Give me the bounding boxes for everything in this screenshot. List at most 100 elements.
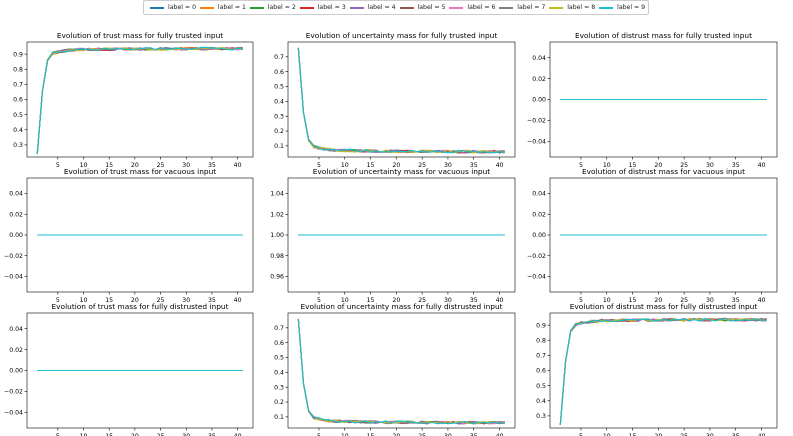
x-tick-label: 10 xyxy=(341,297,349,304)
y-tick-label: 0.1 xyxy=(274,414,284,421)
x-tick-label: 20 xyxy=(654,297,662,304)
x-tick-label: 15 xyxy=(105,433,113,436)
x-tick-label: 15 xyxy=(367,162,375,169)
x-tick-label: 35 xyxy=(470,162,478,169)
y-tick-label: 0.5 xyxy=(13,112,23,119)
series-line-2 xyxy=(297,318,505,425)
legend-swatch xyxy=(299,7,314,9)
y-tick-label: 0.6 xyxy=(274,340,284,347)
x-tick-label: 30 xyxy=(182,162,190,169)
legend-swatch xyxy=(449,7,464,9)
subplot-title: Evolution of trust mass for fully distru… xyxy=(52,302,229,311)
series-line-1 xyxy=(559,318,767,426)
series-line-3 xyxy=(559,317,767,426)
x-tick-label: 25 xyxy=(680,433,688,436)
series-line-8 xyxy=(36,46,243,155)
series-line-6 xyxy=(36,46,243,155)
y-tick-label: 0.5 xyxy=(274,84,284,91)
x-tick-label: 30 xyxy=(444,162,452,169)
subplot-title: Evolution of distrust mass for vacuous i… xyxy=(582,167,745,176)
x-tick-label: 5 xyxy=(579,162,583,169)
x-tick-label: 5 xyxy=(579,433,583,436)
x-tick-label: 20 xyxy=(131,433,139,436)
x-tick-label: 35 xyxy=(208,162,216,169)
series-line-7 xyxy=(36,46,243,155)
x-tick-label: 15 xyxy=(367,433,375,436)
subplot-7: Evolution of uncertainty mass for fully … xyxy=(274,302,516,436)
x-tick-label: 35 xyxy=(732,162,740,169)
y-tick-label: 0.04 xyxy=(532,191,546,198)
x-tick-label: 40 xyxy=(496,297,504,304)
x-tick-label: 15 xyxy=(629,433,637,436)
x-tick-label: 20 xyxy=(392,297,400,304)
y-tick-label: 0.8 xyxy=(13,66,23,73)
x-tick-label: 20 xyxy=(392,433,400,436)
x-tick-label: 25 xyxy=(157,297,165,304)
y-tick-label: 0.7 xyxy=(13,82,23,89)
x-tick-label: 20 xyxy=(131,297,139,304)
y-tick-label: 0.3 xyxy=(13,142,23,149)
x-tick-label: 30 xyxy=(444,297,452,304)
y-tick-label: −0.02 xyxy=(4,253,23,260)
y-tick-label: 0.9 xyxy=(536,322,546,329)
y-tick-label: 0.3 xyxy=(274,384,284,391)
subplot-4: Evolution of uncertainty mass for vacuou… xyxy=(270,167,516,304)
subplot-2: Evolution of distrust mass for fully tru… xyxy=(527,31,778,169)
x-tick-label: 30 xyxy=(706,433,714,436)
subplot-title: Evolution of uncertainty mass for fully … xyxy=(300,302,502,311)
y-tick-label: 0.04 xyxy=(532,55,546,62)
x-tick-label: 15 xyxy=(629,162,637,169)
x-tick-label: 20 xyxy=(131,162,139,169)
x-tick-label: 15 xyxy=(105,162,113,169)
x-tick-label: 30 xyxy=(182,433,190,436)
x-tick-label: 40 xyxy=(496,162,504,169)
x-tick-label: 5 xyxy=(317,297,321,304)
series-line-2 xyxy=(297,47,505,154)
series-line-5 xyxy=(559,317,767,426)
y-tick-label: 0.4 xyxy=(13,127,23,134)
chart-legend: label = 0 label = 1 label = 2 label = 3 labe… xyxy=(143,0,649,15)
y-tick-label: 0.5 xyxy=(274,355,284,362)
legend-swatch xyxy=(199,7,214,9)
x-tick-label: 30 xyxy=(706,297,714,304)
x-tick-label: 35 xyxy=(208,433,216,436)
x-tick-label: 10 xyxy=(603,162,611,169)
x-tick-label: 5 xyxy=(56,433,60,436)
legend-label: label = 1 xyxy=(217,4,246,11)
y-tick-label: 0.2 xyxy=(274,399,284,406)
y-tick-label: 0.7 xyxy=(274,325,284,332)
x-tick-label: 25 xyxy=(418,433,426,436)
x-tick-label: 40 xyxy=(758,433,766,436)
x-tick-label: 25 xyxy=(418,162,426,169)
y-tick-label: 0.98 xyxy=(270,253,284,260)
series-line-3 xyxy=(36,46,243,155)
legend-label: label = 6 xyxy=(467,4,496,11)
x-tick-label: 30 xyxy=(444,433,452,436)
legend-swatch xyxy=(549,7,564,9)
y-tick-label: 0.6 xyxy=(274,69,284,76)
x-tick-label: 5 xyxy=(317,162,321,169)
y-tick-label: 0.00 xyxy=(532,232,546,239)
legend-label: label = 8 xyxy=(567,4,596,11)
x-tick-label: 35 xyxy=(732,433,740,436)
series-line-9 xyxy=(297,47,505,154)
y-tick-label: 0.02 xyxy=(532,76,546,83)
legend-swatch xyxy=(249,7,264,9)
legend-swatch xyxy=(599,7,614,9)
x-tick-label: 40 xyxy=(234,297,242,304)
x-tick-label: 5 xyxy=(56,297,60,304)
x-tick-label: 10 xyxy=(603,297,611,304)
x-tick-label: 15 xyxy=(629,297,637,304)
axes-frame xyxy=(26,41,254,158)
x-tick-label: 20 xyxy=(654,433,662,436)
subplot-5: Evolution of distrust mass for vacuous i… xyxy=(527,167,778,304)
series-line-0 xyxy=(36,46,243,155)
y-tick-label: 0.00 xyxy=(532,97,546,104)
x-tick-label: 25 xyxy=(680,297,688,304)
legend-swatch xyxy=(349,7,364,9)
legend-swatch xyxy=(399,7,414,9)
y-tick-label: 0.04 xyxy=(9,191,23,198)
y-tick-label: 0.7 xyxy=(274,54,284,61)
x-tick-label: 10 xyxy=(80,162,88,169)
series-line-0 xyxy=(559,318,767,426)
